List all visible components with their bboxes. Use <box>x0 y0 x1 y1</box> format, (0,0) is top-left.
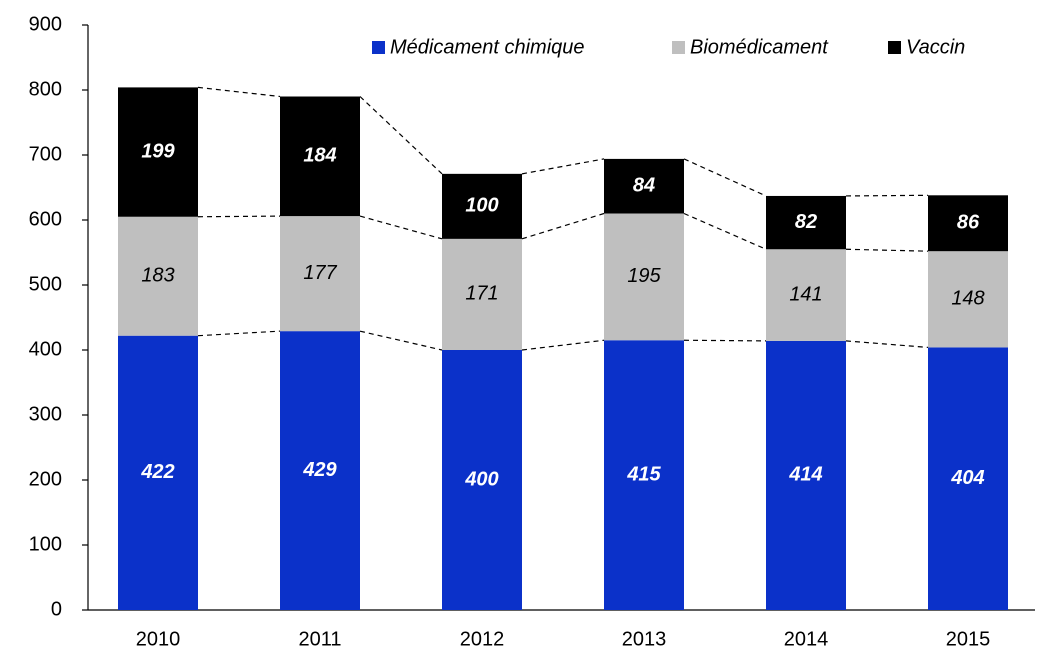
data-label: 415 <box>626 463 661 485</box>
legend-swatch <box>672 41 685 54</box>
bar-segment <box>280 331 360 610</box>
bar-segment <box>118 335 198 610</box>
connector <box>521 212 605 240</box>
y-tick-label: 100 <box>29 533 62 555</box>
data-label: 100 <box>465 195 498 217</box>
y-tick-label: 800 <box>29 78 62 100</box>
data-label: 82 <box>795 211 817 233</box>
y-tick-label: 500 <box>29 273 62 295</box>
bar-segment <box>766 195 846 250</box>
y-tick-label: 300 <box>29 403 62 425</box>
connector <box>359 330 443 351</box>
bar-segment <box>604 158 684 214</box>
data-label: 184 <box>303 145 336 167</box>
data-label: 141 <box>789 283 822 305</box>
y-tick-label: 700 <box>29 143 62 165</box>
x-tick-label: 2014 <box>784 628 829 650</box>
data-label: 171 <box>465 283 498 305</box>
y-tick-label: 200 <box>29 468 62 490</box>
x-tick-label: 2010 <box>136 628 181 650</box>
y-tick-label: 900 <box>29 13 62 35</box>
bar-segment <box>766 249 846 341</box>
connector <box>359 215 443 240</box>
x-tick-label: 2015 <box>946 628 991 650</box>
bar-segment <box>280 96 360 217</box>
bar-segment <box>442 350 522 610</box>
data-label: 84 <box>633 174 655 196</box>
data-label: 400 <box>464 468 498 490</box>
x-tick-label: 2011 <box>298 628 341 650</box>
connector <box>521 158 605 175</box>
connector <box>845 340 929 348</box>
data-label: 183 <box>141 265 174 287</box>
bar-segment <box>928 251 1008 348</box>
connector <box>845 194 929 197</box>
connector <box>521 339 605 351</box>
bar-segment <box>280 216 360 332</box>
y-tick-label: 0 <box>51 598 62 620</box>
data-label: 195 <box>627 265 661 287</box>
connector <box>197 86 281 98</box>
legend-label: Médicament chimique <box>390 36 585 58</box>
data-label: 148 <box>951 288 984 310</box>
bar-segment <box>766 340 846 610</box>
connector <box>359 96 443 175</box>
y-tick-label: 600 <box>29 208 62 230</box>
connector <box>197 215 281 218</box>
bar-segment <box>928 347 1008 610</box>
connector <box>683 212 767 250</box>
data-label: 86 <box>957 212 980 234</box>
bar-segment <box>118 87 198 217</box>
connector <box>683 158 767 197</box>
bar-segment <box>118 216 198 336</box>
bar-segment <box>442 238 522 350</box>
bar-segment <box>928 195 1008 252</box>
legend-swatch <box>372 41 385 54</box>
bar-segment <box>604 340 684 610</box>
data-label: 414 <box>788 464 822 486</box>
bar-segment <box>442 173 522 239</box>
connector <box>197 330 281 337</box>
legend-swatch <box>888 41 901 54</box>
data-label: 429 <box>302 459 337 481</box>
data-label: 199 <box>141 140 175 162</box>
legend-label: Biomédicament <box>690 36 829 58</box>
bar-segment <box>604 213 684 341</box>
x-tick-label: 2012 <box>460 628 505 650</box>
x-tick-label: 2013 <box>622 628 667 650</box>
data-label: 177 <box>303 262 337 284</box>
y-tick-label: 400 <box>29 338 62 360</box>
data-label: 422 <box>140 461 174 483</box>
legend-label: Vaccin <box>906 36 965 58</box>
data-label: 404 <box>950 467 984 489</box>
connector <box>845 248 929 252</box>
connector <box>683 339 767 342</box>
